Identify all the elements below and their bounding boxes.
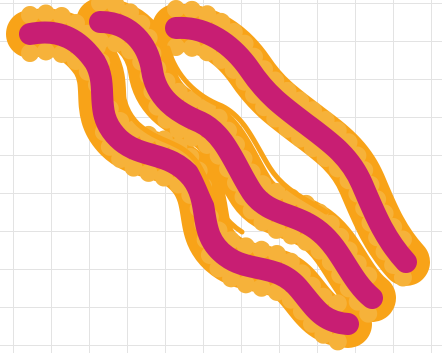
bacon-strips-icon <box>0 0 442 353</box>
drawing-canvas[interactable] <box>0 0 442 353</box>
